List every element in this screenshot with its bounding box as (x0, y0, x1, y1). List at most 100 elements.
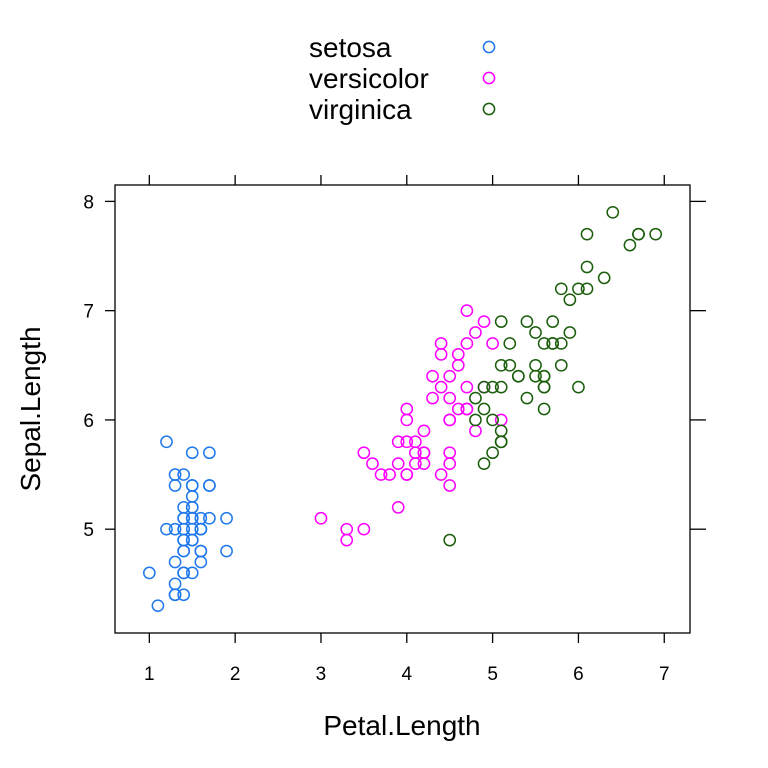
data-point-versicolor (366, 457, 379, 470)
legend-label-setosa: setosa (309, 32, 392, 63)
data-point-setosa (203, 511, 216, 525)
data-point-setosa (194, 511, 208, 525)
data-point-setosa (151, 599, 165, 613)
data-point-virginica (520, 315, 534, 328)
data-point-setosa (160, 522, 173, 536)
data-point-setosa (220, 544, 233, 558)
data-point-versicolor (443, 446, 457, 460)
data-point-setosa (185, 500, 199, 514)
data-point-versicolor (434, 348, 448, 361)
data-point-versicolor (477, 315, 491, 328)
data-point-virginica (537, 402, 551, 416)
data-point-virginica (486, 413, 499, 427)
data-point-versicolor (426, 369, 439, 383)
x-tick-label: 4 (402, 664, 413, 685)
data-point-versicolor (391, 457, 405, 470)
data-points (142, 205, 663, 613)
data-point-setosa (168, 555, 182, 569)
data-point-versicolor (434, 468, 448, 481)
data-point-setosa (185, 533, 199, 547)
data-point-setosa (185, 566, 199, 580)
legend-label-versicolor: versicolor (309, 63, 429, 94)
data-point-setosa (185, 446, 199, 460)
data-point-virginica (503, 358, 517, 372)
data-point-virginica (554, 282, 568, 296)
data-point-virginica (563, 293, 577, 307)
data-point-virginica (554, 337, 568, 350)
data-point-virginica (477, 380, 491, 394)
data-point-setosa (220, 511, 233, 525)
data-point-setosa (177, 533, 191, 547)
data-point-virginica (486, 380, 499, 394)
data-point-virginica (529, 326, 542, 339)
data-point-versicolor (340, 533, 354, 547)
data-point-virginica (537, 380, 551, 394)
data-point-versicolor (469, 326, 482, 339)
data-point-setosa (168, 577, 182, 591)
data-point-virginica (546, 315, 560, 328)
legend-marker-versicolor (482, 71, 496, 85)
data-point-setosa (177, 522, 191, 536)
data-point-setosa (160, 435, 173, 449)
data-point-setosa (203, 479, 216, 492)
data-point-versicolor (434, 337, 448, 350)
data-point-setosa (194, 522, 208, 536)
data-point-virginica (606, 205, 620, 219)
data-point-setosa (203, 446, 216, 460)
legend-label-virginica: virginica (309, 94, 412, 125)
data-point-virginica (503, 337, 517, 350)
data-point-virginica (512, 369, 525, 383)
axes: 1 2 3 4 5 6 7 5 6 7 8 (83, 175, 706, 685)
data-point-versicolor (417, 446, 431, 460)
data-point-virginica (597, 271, 611, 285)
data-point-versicolor (460, 337, 474, 350)
data-point-setosa (185, 479, 199, 492)
data-point-setosa (194, 555, 208, 569)
data-point-setosa (168, 522, 182, 536)
data-point-virginica (632, 227, 645, 241)
data-point-versicolor (460, 402, 474, 416)
data-point-versicolor (451, 358, 465, 372)
data-point-versicolor (443, 413, 457, 427)
data-point-versicolor (460, 304, 474, 318)
data-point-versicolor (400, 435, 414, 449)
data-point-virginica (649, 227, 663, 241)
legend-marker-setosa (482, 40, 496, 54)
data-point-virginica (494, 358, 508, 372)
data-point-virginica (554, 358, 568, 372)
data-point-setosa (142, 566, 156, 580)
data-point-virginica (563, 326, 577, 339)
data-point-setosa (177, 588, 191, 602)
data-point-versicolor (391, 435, 405, 449)
data-point-setosa (185, 490, 199, 503)
x-axis-title: Petal.Length (323, 710, 480, 741)
data-point-versicolor (400, 402, 414, 416)
data-point-virginica (494, 424, 508, 438)
x-tick-label: 5 (487, 664, 498, 685)
data-point-versicolor (443, 369, 457, 383)
y-tick-label: 6 (83, 411, 94, 432)
data-point-virginica (572, 282, 585, 296)
data-point-versicolor (314, 511, 328, 525)
data-point-versicolor (469, 424, 482, 438)
data-point-setosa (177, 468, 191, 481)
data-point-versicolor (443, 391, 457, 405)
x-tick-label: 3 (316, 664, 327, 685)
series-setosa (142, 435, 233, 613)
y-tick-label: 7 (83, 302, 94, 323)
data-point-versicolor (486, 337, 499, 350)
data-point-virginica (477, 402, 491, 416)
data-point-virginica (580, 227, 594, 241)
y-axis-title: Sepal.Length (15, 326, 46, 491)
data-point-versicolor (340, 522, 354, 536)
data-point-versicolor (443, 457, 457, 470)
data-point-setosa (168, 588, 182, 602)
data-point-virginica (494, 380, 508, 394)
data-point-versicolor (383, 468, 396, 481)
data-point-versicolor (434, 380, 448, 394)
data-point-versicolor (400, 413, 414, 427)
plot-frame (114, 184, 691, 634)
data-point-setosa (194, 544, 208, 558)
data-point-virginica (580, 282, 594, 296)
